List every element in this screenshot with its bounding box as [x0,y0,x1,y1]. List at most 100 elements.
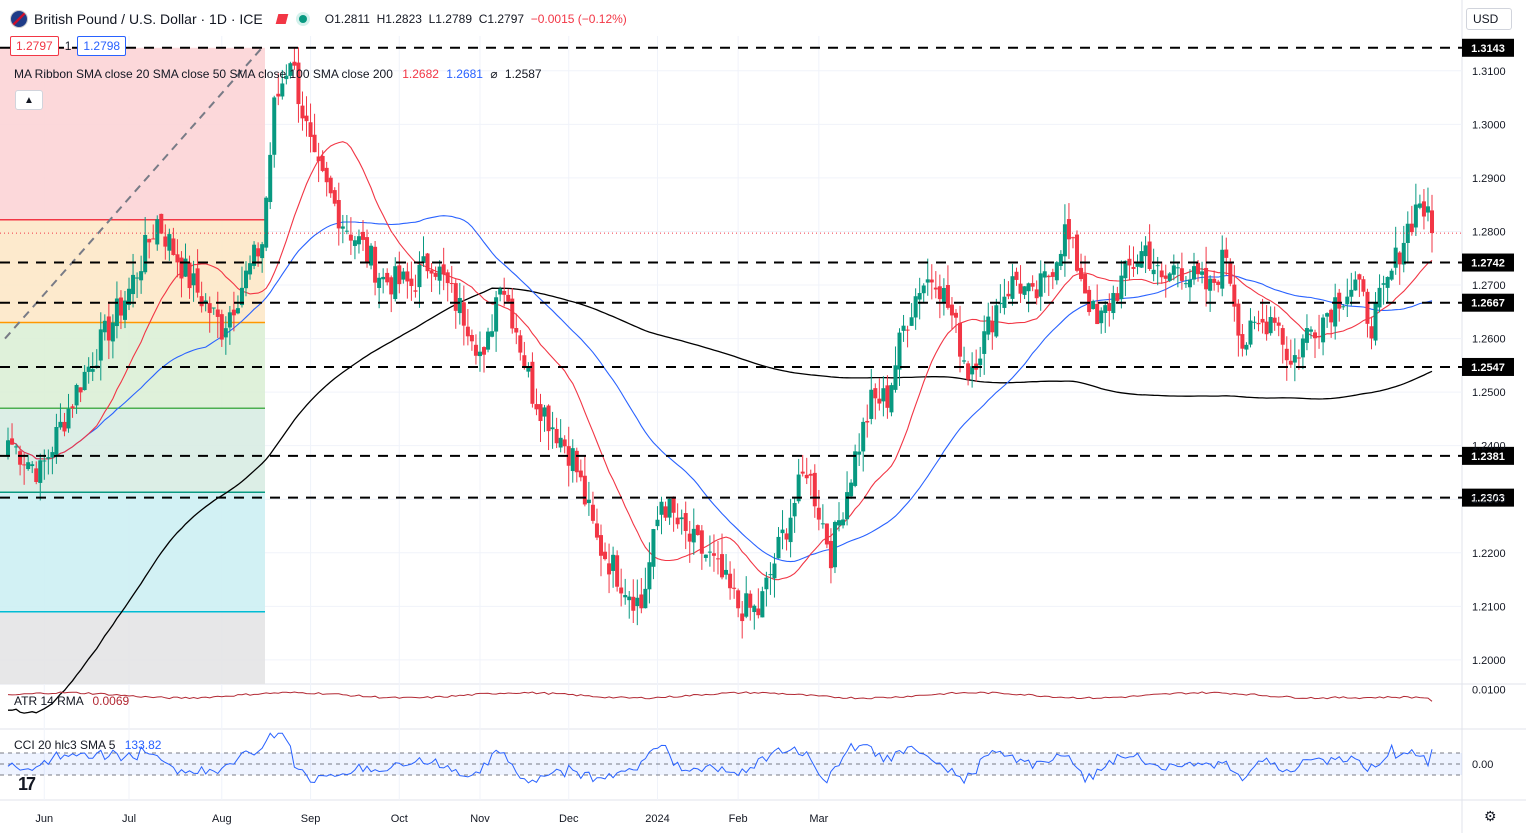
candle [381,276,386,280]
candle [207,303,212,313]
candle [510,298,515,329]
candle [1377,287,1382,308]
candle [675,517,680,525]
candle [1054,262,1059,281]
candle [958,322,963,357]
candle [1341,306,1346,308]
gbp-flag-icon [10,10,28,28]
candle [1308,329,1313,332]
cci-line [7,732,1433,785]
candle [139,271,144,281]
candle [816,507,821,520]
price-tick-label: 1.2900 [1472,173,1506,185]
candle [300,105,305,119]
candle [651,529,656,567]
candle [542,407,547,417]
candle [1026,283,1031,292]
candle [1292,355,1297,363]
symbol-title[interactable]: British Pound / U.S. Dollar · 1D · ICE [34,11,263,27]
candle [1087,289,1092,313]
candle [1099,310,1104,324]
sma100-value: ⌀ [490,67,498,81]
atr-legend[interactable]: ATR 14 RMA 0.0069 [14,694,129,708]
settings-gear-icon[interactable]: ⚙ [1484,808,1497,824]
candle [1365,291,1370,324]
level-label: 1.2667 [1471,298,1505,310]
candle [373,246,378,283]
candle [159,213,164,234]
candle [594,523,599,538]
market-status-icon [298,15,307,23]
candle [933,287,938,290]
candle [227,312,232,328]
candle [732,587,737,589]
candle [921,285,926,294]
candle [566,446,571,466]
candle [498,288,503,295]
candle [619,587,624,594]
candle [389,277,394,295]
candle [62,421,67,432]
candle [1381,283,1386,285]
ma-ribbon-legend[interactable]: MA Ribbon SMA close 20 SMA close 50 SMA … [14,67,542,81]
currency-select[interactable]: USD [1466,8,1512,30]
candle [764,577,769,590]
level-label-box [1462,488,1514,507]
fib-zone [0,219,265,323]
candle [1046,275,1051,278]
candle [707,551,712,553]
candle [1208,278,1213,291]
sell-button[interactable]: 1.2797 [10,36,59,56]
candle [1107,302,1112,311]
cci-label: CCI 20 hlc3 SMA 5 [14,738,116,752]
candle [671,496,676,513]
candle [1228,261,1233,284]
candle [486,331,491,350]
buy-button[interactable]: 1.2798 [77,36,127,56]
candle [913,296,918,318]
candle [1010,276,1015,299]
candle [1147,241,1152,269]
price-tick-label: 1.2300 [1472,494,1506,506]
candle [1280,328,1285,345]
atr-line [7,691,1433,702]
candle [611,554,616,571]
candle [223,328,228,338]
cci-legend[interactable]: CCI 20 hlc3 SMA 5 133.82 [14,738,161,752]
candle [691,528,696,543]
candle [175,254,180,263]
sma200-value: 1.2587 [504,67,542,81]
candle [663,506,668,518]
candle [54,427,59,455]
candle [724,569,729,575]
candle [687,533,692,542]
candle [42,460,47,462]
candle [1204,267,1209,290]
candle [627,596,632,601]
candle [550,427,555,430]
level-label-box [1462,293,1514,312]
candle [6,440,10,457]
candle [1171,265,1176,275]
candle [857,451,862,455]
candle [1240,334,1245,349]
candle [1353,279,1358,291]
candle [256,248,261,257]
candle [429,270,434,274]
candle [534,404,539,410]
candle [1232,284,1237,307]
time-tick-label: Jun [35,813,53,825]
candle [1115,293,1120,301]
candle [1216,281,1221,285]
candle [659,501,664,515]
candle [607,563,612,575]
candle [22,464,27,466]
candle [252,244,257,266]
candle [179,257,184,279]
candle [401,271,406,280]
collapse-legend-button[interactable]: ▲ [15,90,43,110]
candle [421,256,426,263]
candle [953,312,958,318]
candle [131,274,136,295]
